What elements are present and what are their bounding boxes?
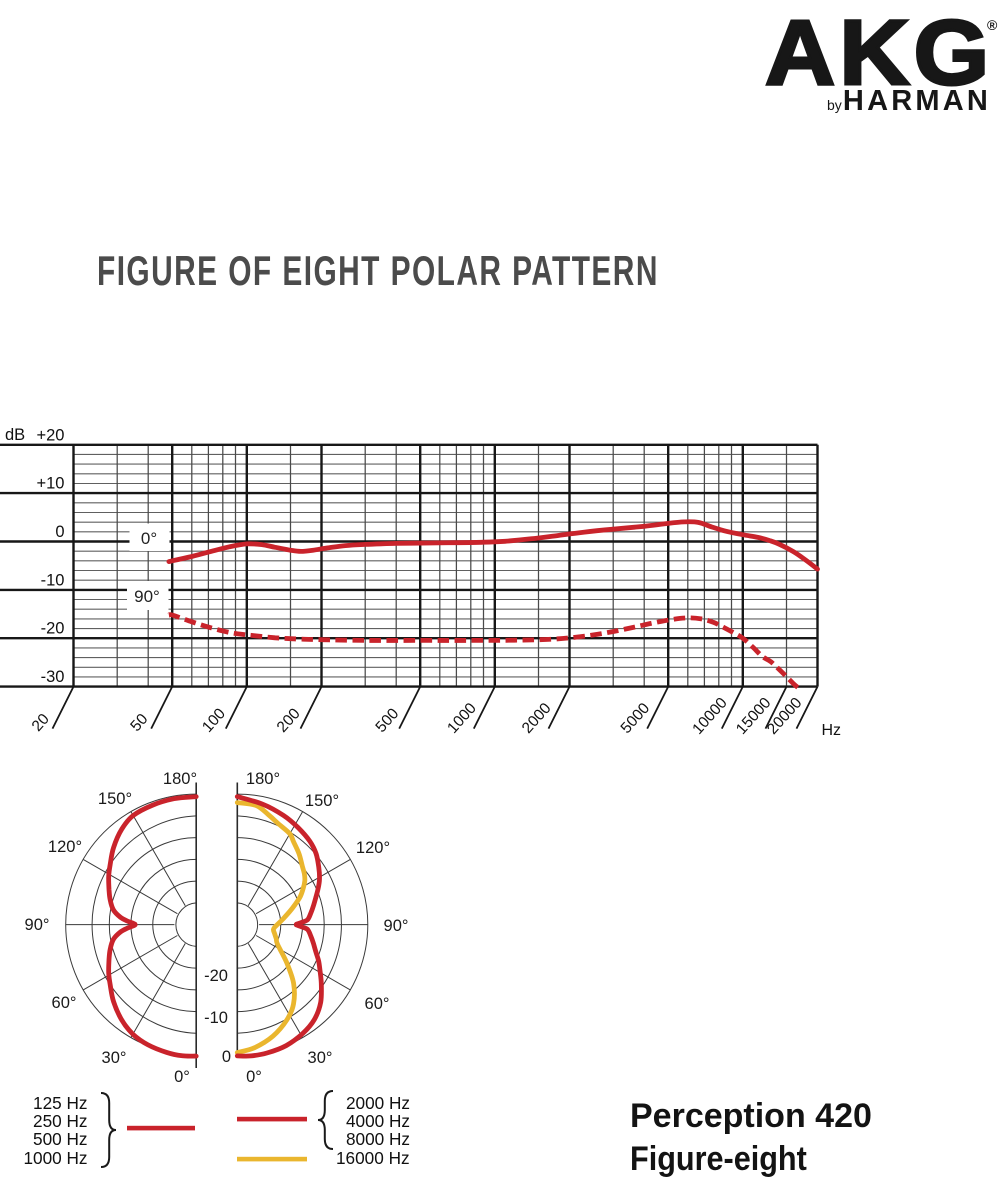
svg-text:5000: 5000 bbox=[618, 700, 654, 737]
svg-text:0: 0 bbox=[222, 1048, 231, 1066]
svg-text:10000: 10000 bbox=[689, 694, 731, 738]
svg-text:1000 Hz: 1000 Hz bbox=[23, 1148, 87, 1168]
svg-text:0°: 0° bbox=[141, 529, 157, 548]
svg-text:500 Hz: 500 Hz bbox=[33, 1129, 87, 1149]
svg-text:60°: 60° bbox=[52, 994, 77, 1012]
svg-text:180°: 180° bbox=[246, 770, 280, 788]
svg-text:120°: 120° bbox=[48, 838, 82, 856]
svg-text:250 Hz: 250 Hz bbox=[33, 1111, 87, 1131]
svg-text:90°: 90° bbox=[384, 917, 409, 935]
svg-text:-20: -20 bbox=[204, 967, 228, 985]
svg-text:200: 200 bbox=[274, 705, 304, 736]
svg-text:+10: +10 bbox=[37, 475, 65, 493]
svg-text:90°: 90° bbox=[134, 587, 160, 606]
svg-text:20: 20 bbox=[29, 710, 53, 734]
svg-text:30°: 30° bbox=[308, 1049, 333, 1067]
svg-text:1000: 1000 bbox=[444, 700, 480, 737]
svg-text:30°: 30° bbox=[102, 1049, 127, 1067]
svg-text:+20: +20 bbox=[37, 426, 65, 444]
svg-text:50: 50 bbox=[127, 710, 151, 734]
svg-text:dB: dB bbox=[5, 426, 25, 444]
svg-text:100: 100 bbox=[199, 705, 229, 736]
svg-text:8000 Hz: 8000 Hz bbox=[346, 1129, 410, 1149]
svg-text:180°: 180° bbox=[163, 770, 197, 788]
svg-text:-20: -20 bbox=[41, 620, 65, 638]
svg-text:120°: 120° bbox=[356, 839, 390, 857]
svg-text:16000 Hz: 16000 Hz bbox=[336, 1148, 410, 1168]
svg-text:2000 Hz: 2000 Hz bbox=[346, 1093, 410, 1113]
svg-text:150°: 150° bbox=[98, 790, 132, 808]
svg-text:0°: 0° bbox=[174, 1068, 190, 1086]
svg-text:0: 0 bbox=[55, 523, 64, 541]
svg-text:-30: -30 bbox=[41, 668, 65, 686]
svg-text:150°: 150° bbox=[305, 792, 339, 810]
svg-text:4000 Hz: 4000 Hz bbox=[346, 1111, 410, 1131]
svg-text:-10: -10 bbox=[41, 571, 65, 589]
svg-text:2000: 2000 bbox=[519, 700, 555, 737]
svg-text:90°: 90° bbox=[25, 916, 50, 934]
svg-text:60°: 60° bbox=[365, 995, 390, 1013]
svg-text:Hz: Hz bbox=[822, 722, 842, 739]
svg-text:0°: 0° bbox=[246, 1068, 262, 1086]
svg-text:-10: -10 bbox=[204, 1009, 228, 1027]
svg-text:20000: 20000 bbox=[764, 694, 806, 738]
svg-text:500: 500 bbox=[372, 705, 402, 736]
svg-text:125 Hz: 125 Hz bbox=[33, 1093, 87, 1113]
